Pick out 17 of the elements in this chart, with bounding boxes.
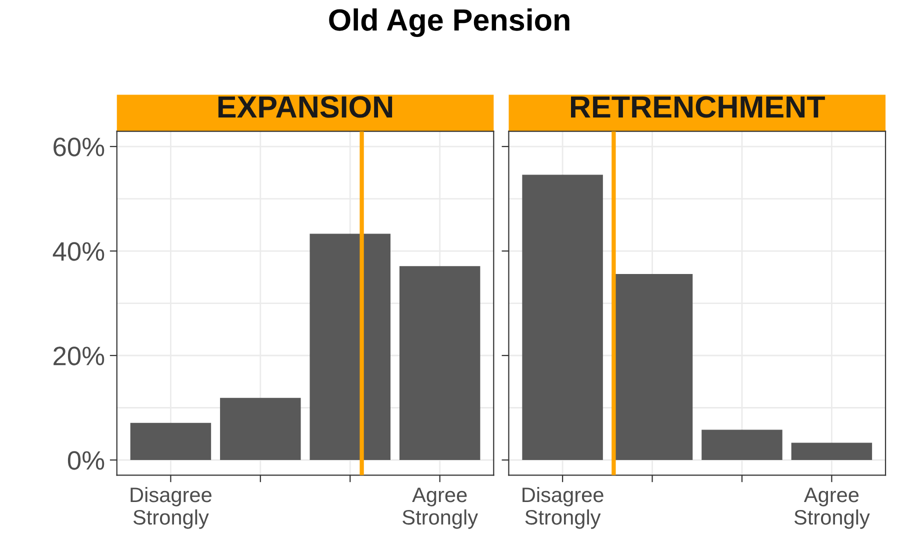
x-tick-label: Disagree Strongly bbox=[522, 486, 604, 529]
chart-title: EXPANSION bbox=[218, 96, 392, 118]
y-tick-label: 0% bbox=[68, 451, 104, 470]
y-tick-label: 20% bbox=[54, 346, 104, 366]
text: Old Age Pension bbox=[329, 8, 570, 37]
x-tick-label: Disagree Strongly bbox=[130, 486, 212, 529]
y-tick-label: 40% bbox=[52, 242, 104, 261]
y-tick-label: 60% bbox=[54, 138, 104, 156]
x-tick-label: Agree Strongly bbox=[794, 488, 870, 529]
bar bbox=[702, 430, 782, 460]
bar bbox=[130, 422, 212, 460]
bar bbox=[522, 174, 603, 460]
x-tick-label: Agree Strongly bbox=[402, 488, 478, 529]
bar bbox=[399, 266, 480, 460]
bar bbox=[220, 398, 301, 460]
chart-title: RETRENCHMENT bbox=[571, 96, 825, 118]
bar bbox=[791, 442, 872, 460]
